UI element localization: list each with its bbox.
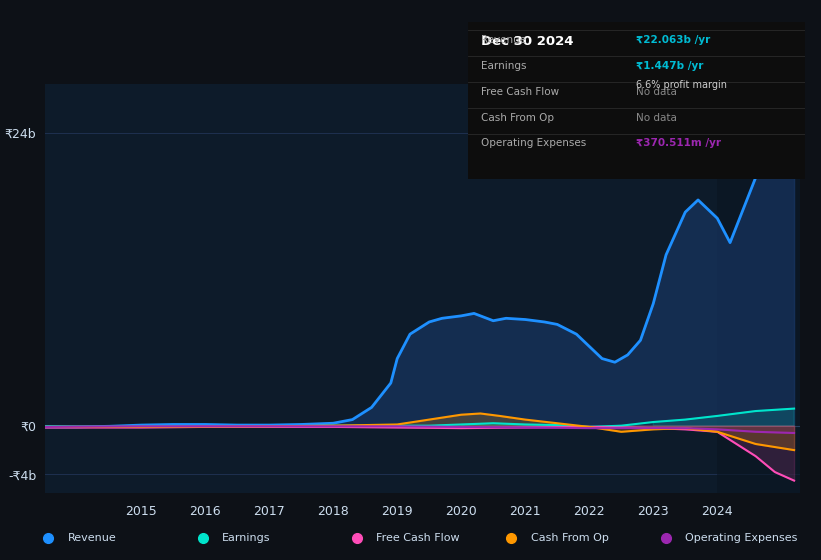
Text: Operating Expenses: Operating Expenses [685,533,797,543]
Text: ₹1.447b /yr: ₹1.447b /yr [636,61,704,71]
Text: 6.6% profit margin: 6.6% profit margin [636,80,727,90]
Text: Dec 30 2024: Dec 30 2024 [481,35,574,48]
Bar [718,84,800,493]
Text: No data: No data [636,87,677,97]
Text: Free Cash Flow: Free Cash Flow [376,533,460,543]
Text: Revenue: Revenue [67,533,117,543]
Text: Earnings: Earnings [481,61,527,71]
Text: Earnings: Earnings [222,533,270,543]
Text: Revenue: Revenue [481,35,526,45]
Text: ₹22.063b /yr: ₹22.063b /yr [636,35,710,45]
Text: Cash From Op: Cash From Op [530,533,608,543]
Text: No data: No data [636,113,677,123]
Text: Operating Expenses: Operating Expenses [481,138,587,148]
Text: ₹370.511m /yr: ₹370.511m /yr [636,138,722,148]
Text: Free Cash Flow: Free Cash Flow [481,87,560,97]
Text: Cash From Op: Cash From Op [481,113,554,123]
